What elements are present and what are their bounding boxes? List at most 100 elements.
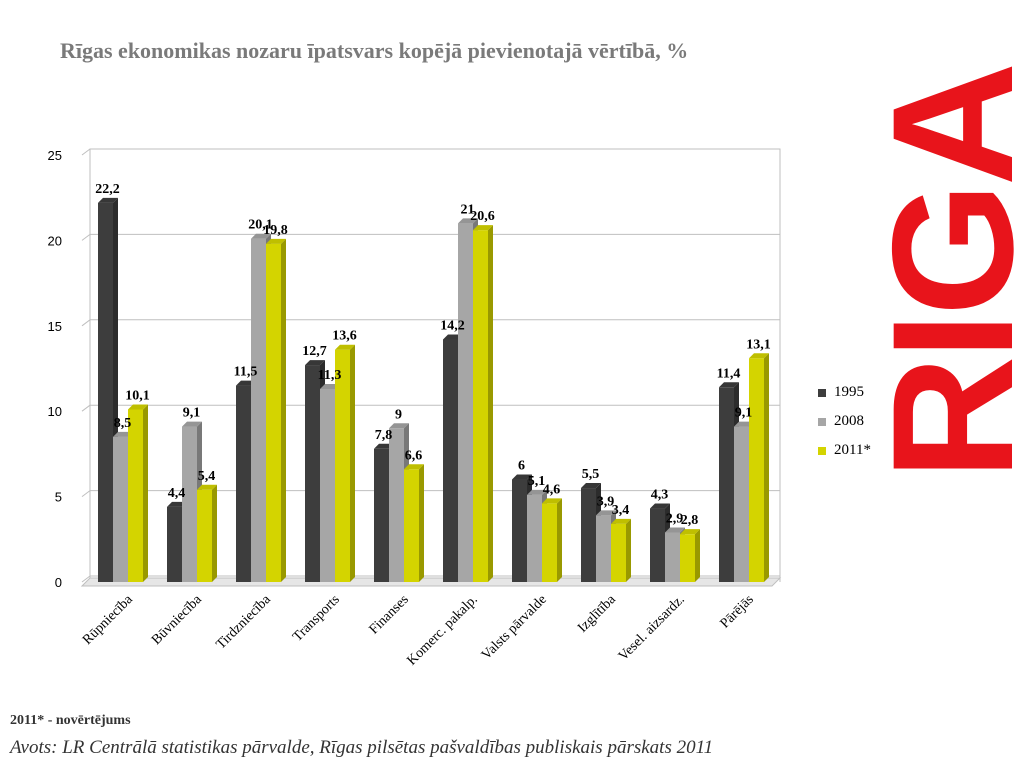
- legend-label-1995: 1995: [834, 384, 864, 400]
- bar-top: [581, 483, 601, 489]
- data-label: 20,1: [248, 218, 273, 233]
- bar-top: [650, 503, 670, 509]
- data-label: 2,8: [681, 513, 699, 528]
- data-label: 7,8: [375, 428, 393, 443]
- bar-side: [350, 344, 355, 582]
- bar-front: [443, 339, 458, 582]
- data-label: 6,6: [405, 448, 423, 463]
- data-label: 9: [395, 407, 402, 422]
- data-label: 11,4: [717, 366, 741, 381]
- bar-front: [596, 515, 611, 582]
- bar-front: [389, 428, 404, 582]
- bar-front: [98, 202, 113, 582]
- bar-chart: 22,2 8,5 10,1 4,4 9,1 5,4 11,5 20,119,8 12,7 11,3…: [48, 148, 782, 669]
- bar-2011-8: [680, 529, 700, 582]
- legend-swatch-2008: [818, 417, 826, 426]
- bar-front: [374, 448, 389, 582]
- x-tick-label: Valsts pārvalde: [479, 592, 550, 663]
- data-label: 4,3: [651, 488, 669, 503]
- y-tick-label: 5: [55, 490, 62, 505]
- bar-front: [680, 534, 695, 582]
- bar-top: [749, 353, 769, 359]
- bar-2011-9: [749, 353, 769, 582]
- bar-side: [626, 518, 631, 582]
- chart-title: Rīgas ekonomikas nozaru īpatsvars kopējā…: [60, 38, 689, 63]
- bar-top: [542, 498, 562, 504]
- x-tick-label: Būvniecība: [149, 592, 205, 648]
- legend-swatch-2011: [818, 446, 826, 455]
- bar-side: [764, 353, 769, 582]
- bar-front: [197, 489, 212, 582]
- axis-layer: 0 5 10 15 20 25 Rūpniecība Būvniecība Tirdzniecī…: [48, 148, 757, 669]
- legend-swatch-1995: [818, 388, 826, 397]
- gridline-depth: [81, 233, 91, 241]
- data-label: 10,1: [125, 388, 150, 403]
- data-label: 5,4: [198, 469, 216, 484]
- data-label: 13,1: [746, 337, 771, 352]
- bar-front: [611, 523, 626, 582]
- bar-front: [236, 385, 251, 582]
- data-label: 9,1: [735, 406, 753, 421]
- bar-front: [665, 532, 680, 582]
- bar-top: [98, 197, 118, 203]
- data-label: 6: [518, 459, 525, 474]
- x-tick-label: Finanses: [367, 592, 412, 637]
- bar-top: [266, 238, 286, 244]
- bar-2011-0: [128, 404, 148, 582]
- bar-top: [527, 489, 547, 495]
- bar-2011-7: [611, 518, 631, 582]
- bar-front: [581, 488, 596, 582]
- bar-front: [404, 469, 419, 582]
- bar-2011-6: [542, 498, 562, 582]
- bar-top: [611, 518, 631, 524]
- bar-top: [680, 529, 700, 535]
- y-tick-label: 25: [48, 148, 62, 163]
- bar-top: [458, 218, 478, 224]
- bar-front: [512, 479, 527, 582]
- data-label: 9,1: [183, 406, 201, 421]
- bar-side: [557, 498, 562, 582]
- bar-top: [305, 360, 325, 366]
- gridline-depth: [81, 404, 91, 412]
- bar-front: [458, 223, 473, 582]
- legend-item-1995: 1995: [818, 378, 888, 407]
- bar-top: [128, 404, 148, 410]
- bar-top: [512, 474, 532, 480]
- bar-top: [251, 233, 271, 239]
- legend-label-2008: 2008: [834, 413, 864, 429]
- data-label: 19,8: [263, 223, 288, 238]
- gridline-depth: [81, 319, 91, 327]
- bar-side: [488, 225, 493, 583]
- bar-front: [167, 506, 182, 582]
- data-label: 11,5: [234, 365, 258, 380]
- bar-side: [695, 529, 700, 582]
- data-label: 5,5: [582, 467, 600, 482]
- data-labels-layer: 22,2 8,5 10,1 4,4 9,1 5,4 11,5 20,119,8 12,7 11,3…: [95, 182, 771, 528]
- bar-front: [749, 358, 764, 582]
- y-tick-label: 10: [48, 404, 62, 419]
- bar-front: [734, 426, 749, 582]
- gridline-depth: [81, 148, 91, 156]
- bar-top: [404, 464, 424, 470]
- bar-front: [251, 238, 266, 582]
- bar-top: [719, 382, 739, 388]
- bar-top: [473, 225, 493, 231]
- y-tick-label: 20: [48, 233, 62, 248]
- y-tick-label: 15: [48, 319, 62, 334]
- x-tick-label: Transports: [290, 592, 343, 645]
- legend-item-2011: 2011*: [818, 436, 888, 465]
- bar-side: [143, 404, 148, 582]
- data-label: 4,6: [543, 482, 561, 497]
- bar-side: [281, 238, 286, 583]
- data-label: 22,2: [95, 182, 120, 197]
- legend-label-2011: 2011*: [834, 442, 871, 458]
- bar-top: [197, 484, 217, 490]
- bar-2011-3: [335, 344, 355, 582]
- x-tick-label: Pārējās: [718, 592, 757, 631]
- bar-front: [719, 387, 734, 582]
- bar-side: [212, 484, 217, 582]
- bar-top: [335, 344, 355, 350]
- legend-item-2008: 2008: [818, 407, 888, 436]
- data-label: 8,5: [114, 416, 132, 431]
- bar-front: [473, 230, 488, 583]
